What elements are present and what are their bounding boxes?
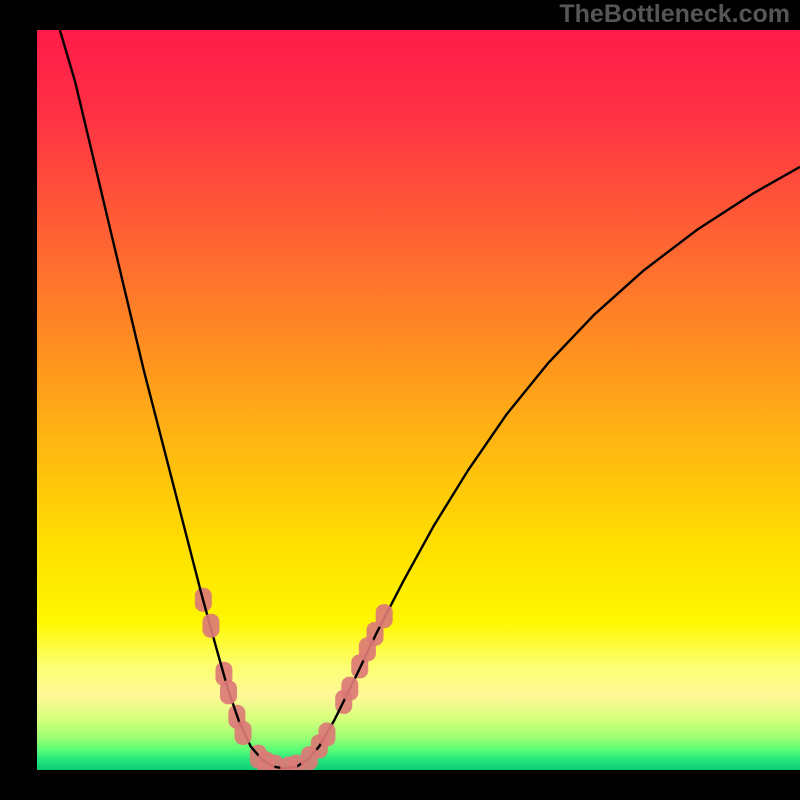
data-marker [359,637,376,661]
data-marker [220,680,237,704]
data-marker [301,746,318,770]
marker-layer-front [202,604,392,770]
data-marker [257,751,274,770]
bottleneck-curve [60,30,800,769]
data-marker [341,677,358,701]
data-marker [235,721,252,745]
data-marker [202,614,219,638]
data-marker [318,722,335,746]
chart-svg [37,30,800,770]
watermark-text: TheBottleneck.com [559,0,790,29]
data-marker [376,604,393,628]
plot-area [37,30,800,770]
